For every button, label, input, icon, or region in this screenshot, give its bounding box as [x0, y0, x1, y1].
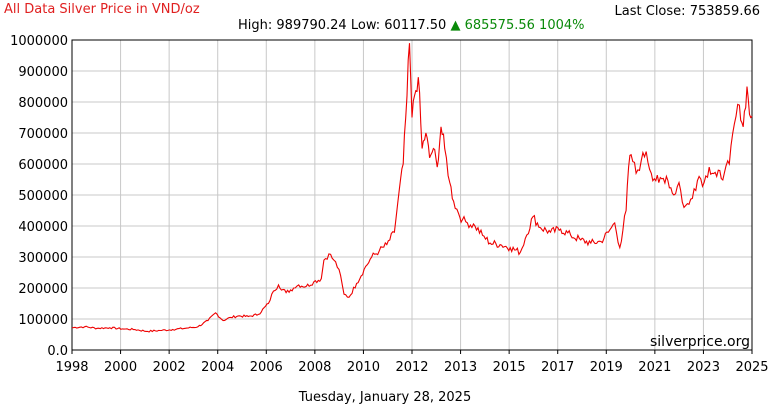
- change-arrow-icon: ▲: [450, 18, 461, 33]
- y-tick-label: 800000: [18, 96, 68, 111]
- last-close-value: 753859.66: [689, 4, 760, 19]
- x-tick-label: 2004: [201, 360, 234, 375]
- y-tick-label: 700000: [18, 127, 68, 142]
- x-tick-label: 2002: [153, 360, 186, 375]
- chart-grid: [71, 39, 753, 351]
- x-tick-label: 2021: [638, 360, 671, 375]
- y-tick-label: 400000: [18, 220, 68, 235]
- x-tick-label: 2015: [493, 360, 526, 375]
- x-tick-label: 2019: [590, 360, 623, 375]
- plot-area-frame: [71, 39, 753, 351]
- x-tick-label: 2017: [541, 360, 574, 375]
- low-label: Low:: [350, 18, 381, 33]
- y-tick-label: 1000000: [10, 34, 68, 49]
- y-tick-label: 0.0: [47, 344, 68, 359]
- change-percent: 1004%: [539, 18, 585, 33]
- x-axis-ticks: 1998 2000 2002 2004 2006 2008 2010 2012 2013 2015…: [55, 350, 769, 375]
- price-series-line: [71, 43, 753, 333]
- x-tick-label: 2000: [104, 360, 137, 375]
- y-tick-label: 100000: [18, 313, 68, 328]
- price-stats: High: 989790.24 Low: 60117.50 ▲ 685575.5…: [238, 18, 584, 33]
- chart-title: All Data Silver Price in VND/oz: [4, 2, 200, 17]
- x-tick-label: 2013: [444, 360, 477, 375]
- watermark: silverprice.org: [650, 334, 750, 350]
- x-tick-label: 2023: [687, 360, 720, 375]
- y-tick-label: 500000: [18, 189, 68, 204]
- x-tick-label: 2010: [347, 360, 380, 375]
- y-axis-ticks: 1000000 900000 800000 700000 600000 500000 400…: [10, 34, 68, 359]
- y-tick-label: 300000: [18, 251, 68, 266]
- y-tick-label: 900000: [18, 65, 68, 80]
- high-label: High:: [238, 18, 273, 33]
- change-value: 685575.56: [464, 18, 535, 33]
- high-value: 989790.24: [276, 18, 347, 33]
- y-tick-label: 200000: [18, 282, 68, 297]
- x-tick-label: 2012: [395, 360, 428, 375]
- x-tick-label: 2006: [250, 360, 283, 375]
- date-caption: Tuesday, January 28, 2025: [298, 390, 472, 405]
- x-tick-label: 2025: [735, 360, 768, 375]
- low-value: 60117.50: [384, 18, 447, 33]
- x-tick-label: 2008: [298, 360, 331, 375]
- x-tick-label: 1998: [55, 360, 88, 375]
- y-tick-label: 600000: [18, 158, 68, 173]
- last-close-label: Last Close:: [614, 4, 686, 19]
- last-close: Last Close: 753859.66: [615, 4, 760, 19]
